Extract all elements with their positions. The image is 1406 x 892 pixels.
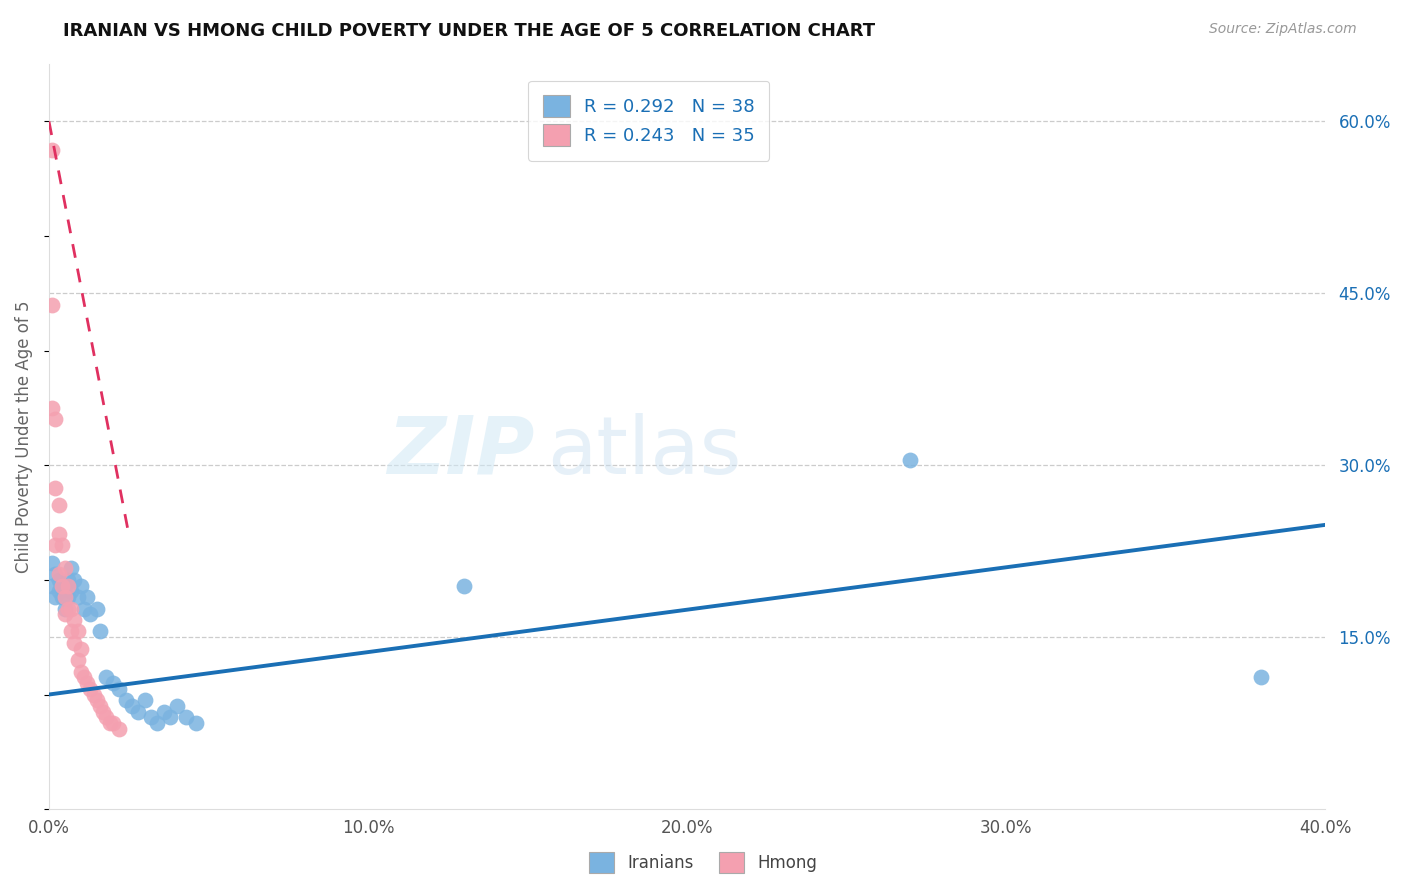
Point xyxy=(121,698,143,713)
Point xyxy=(44,412,66,426)
Point xyxy=(127,705,149,719)
Point xyxy=(53,561,76,575)
Point xyxy=(51,579,73,593)
Point xyxy=(174,710,197,724)
Point xyxy=(900,452,922,467)
Point xyxy=(60,601,83,615)
Point xyxy=(60,624,83,639)
Point xyxy=(83,688,105,702)
Point xyxy=(114,693,136,707)
Point xyxy=(139,710,162,724)
Point xyxy=(108,722,131,736)
Point xyxy=(89,624,111,639)
Point xyxy=(86,693,108,707)
Point xyxy=(73,601,96,615)
Point xyxy=(89,698,111,713)
Text: atlas: atlas xyxy=(547,412,741,491)
Text: ZIP: ZIP xyxy=(387,412,534,491)
Point xyxy=(159,710,181,724)
Point xyxy=(453,579,475,593)
Point xyxy=(70,641,93,656)
Point xyxy=(79,607,101,622)
Point xyxy=(53,590,76,604)
Point xyxy=(53,601,76,615)
Point xyxy=(63,636,86,650)
Point xyxy=(56,579,79,593)
Point xyxy=(96,670,118,684)
Point xyxy=(79,681,101,696)
Point xyxy=(41,401,63,415)
Point xyxy=(76,590,98,604)
Point xyxy=(63,613,86,627)
Point xyxy=(146,716,169,731)
Point xyxy=(56,573,79,587)
Point xyxy=(134,693,156,707)
Point xyxy=(48,584,70,599)
Point xyxy=(63,573,86,587)
Y-axis label: Child Poverty Under the Age of 5: Child Poverty Under the Age of 5 xyxy=(15,301,32,573)
Point xyxy=(153,705,176,719)
Point xyxy=(76,676,98,690)
Point xyxy=(166,698,188,713)
Point xyxy=(41,556,63,570)
Point xyxy=(51,590,73,604)
Legend: Iranians, Hmong: Iranians, Hmong xyxy=(582,846,824,880)
Legend: R = 0.292   N = 38, R = 0.243   N = 35: R = 0.292 N = 38, R = 0.243 N = 35 xyxy=(529,80,769,161)
Point xyxy=(108,681,131,696)
Point xyxy=(60,584,83,599)
Point xyxy=(48,499,70,513)
Point xyxy=(1250,670,1272,684)
Point xyxy=(101,716,124,731)
Point xyxy=(73,670,96,684)
Point xyxy=(60,561,83,575)
Point xyxy=(53,607,76,622)
Point xyxy=(48,527,70,541)
Point xyxy=(86,601,108,615)
Point xyxy=(41,143,63,157)
Point xyxy=(44,590,66,604)
Point xyxy=(48,567,70,582)
Point xyxy=(56,601,79,615)
Point xyxy=(56,590,79,604)
Point xyxy=(98,716,121,731)
Point xyxy=(41,579,63,593)
Point xyxy=(101,676,124,690)
Point xyxy=(70,665,93,679)
Point xyxy=(44,539,66,553)
Point xyxy=(44,567,66,582)
Point xyxy=(41,298,63,312)
Point xyxy=(66,590,89,604)
Point xyxy=(53,579,76,593)
Text: IRANIAN VS HMONG CHILD POVERTY UNDER THE AGE OF 5 CORRELATION CHART: IRANIAN VS HMONG CHILD POVERTY UNDER THE… xyxy=(63,22,876,40)
Point xyxy=(96,710,118,724)
Point xyxy=(44,481,66,495)
Point xyxy=(91,705,114,719)
Point xyxy=(66,653,89,667)
Point xyxy=(184,716,207,731)
Point xyxy=(70,579,93,593)
Point xyxy=(48,573,70,587)
Point xyxy=(51,539,73,553)
Point xyxy=(66,624,89,639)
Text: Source: ZipAtlas.com: Source: ZipAtlas.com xyxy=(1209,22,1357,37)
